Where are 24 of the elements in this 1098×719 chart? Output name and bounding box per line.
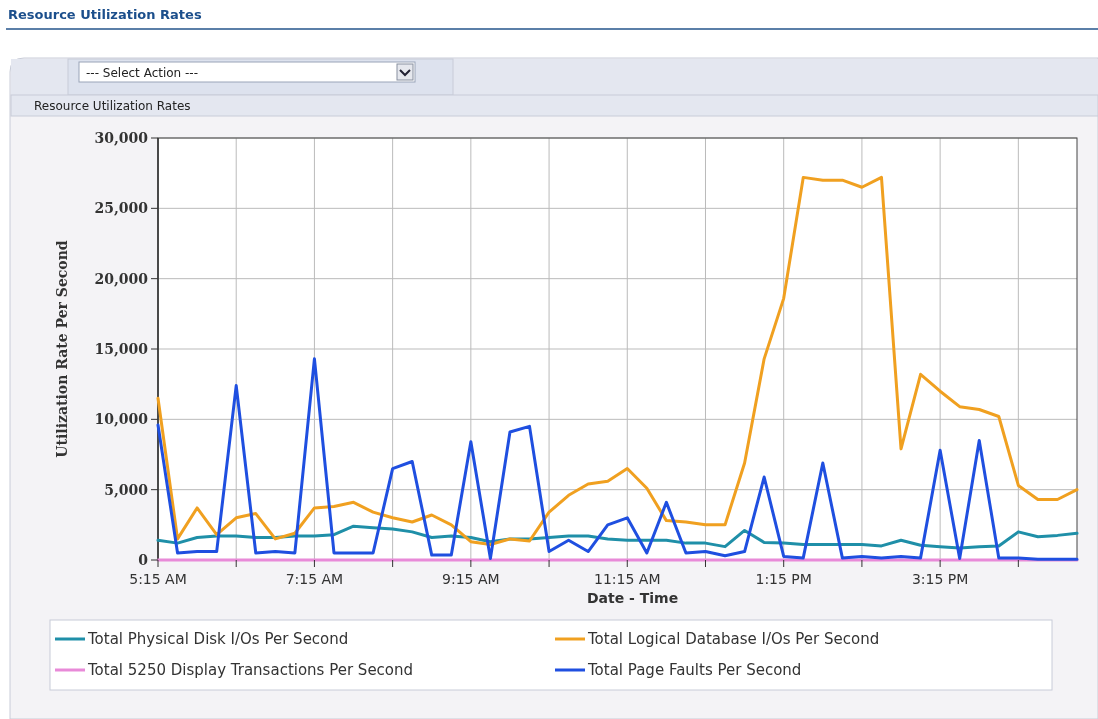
x-tick-label: 9:15 AM bbox=[442, 571, 500, 587]
x-tick-label: 5:15 AM bbox=[129, 571, 187, 587]
y-tick-label: 5,000 bbox=[104, 481, 149, 498]
legend-label: Total 5250 Display Transactions Per Second bbox=[87, 661, 414, 679]
line-series bbox=[156, 357, 1079, 561]
x-tick-label: 11:15 AM bbox=[594, 571, 661, 587]
y-tick-label: 0 bbox=[138, 552, 149, 568]
x-axis-title: Date - Time bbox=[586, 590, 679, 606]
y-tick-label: 10,000 bbox=[94, 411, 149, 428]
legend-label: Total Page Faults Per Second bbox=[587, 661, 802, 679]
x-tick-label: 3:15 PM bbox=[911, 571, 969, 587]
chart-subtitle: Resource Utilization Rates bbox=[34, 99, 191, 113]
y-tick-label: 25,000 bbox=[94, 200, 149, 217]
legend-label: Total Logical Database I/Os Per Second bbox=[587, 630, 880, 648]
x-tick-label: 1:15 PM bbox=[755, 571, 812, 587]
dropdown-field: --- Select Action --- bbox=[78, 61, 416, 83]
chart-title: Resource Utilization Rates bbox=[8, 7, 202, 22]
x-tick-label: 7:15 AM bbox=[285, 571, 344, 587]
y-tick-label: 20,000 bbox=[94, 270, 149, 287]
y-tick-label: 15,000 bbox=[94, 341, 149, 357]
y-axis-title: Utilization Rate Per Second bbox=[54, 240, 70, 458]
line-series bbox=[156, 175, 1079, 547]
y-tick-label: 30,000 bbox=[94, 130, 149, 146]
legend-label: Total Physical Disk I/Os Per Second bbox=[87, 630, 349, 648]
